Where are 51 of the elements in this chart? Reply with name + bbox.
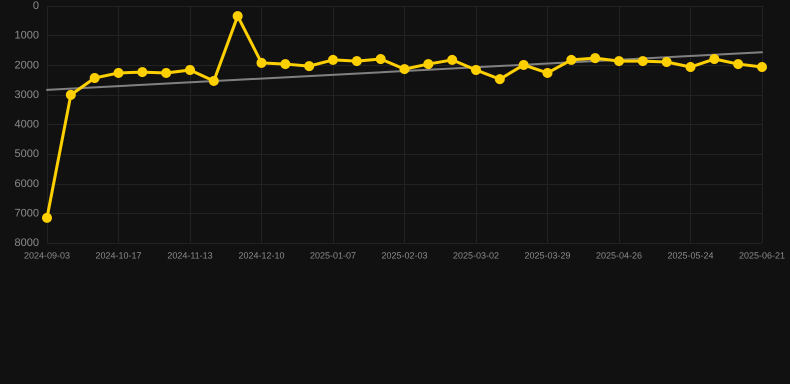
point — [90, 72, 100, 83]
x-tick-label: 2024-11-13 — [167, 250, 213, 260]
y-tick-label: 7000 — [14, 207, 39, 220]
y-tick-label: 4000 — [14, 118, 39, 130]
point — [423, 59, 434, 70]
point — [232, 11, 243, 22]
y-tick-label: 8000 — [14, 237, 39, 249]
x-tick-label: 2025-02-03 — [381, 250, 428, 260]
x-tick-label: 2024-09-03 — [24, 250, 70, 260]
y-tick-label: 3000 — [14, 88, 39, 101]
point — [376, 54, 386, 64]
y-tick-label: 0 — [32, 0, 39, 12]
x-tick-label: 2024-10-17 — [95, 250, 142, 260]
x-tick-label: 2025-03-02 — [452, 250, 500, 260]
point — [137, 67, 148, 78]
point — [614, 56, 624, 66]
point — [590, 53, 600, 64]
y-tick-label: 5000 — [14, 148, 39, 160]
point — [280, 59, 290, 70]
point — [494, 74, 505, 84]
point — [256, 58, 266, 68]
point — [638, 56, 648, 66]
point — [161, 68, 172, 78]
point — [518, 60, 529, 70]
x-tick-label: 2025-03-29 — [524, 250, 571, 260]
x-tick-label: 2025-04-26 — [596, 250, 642, 260]
y-tick-label: 6000 — [14, 178, 39, 190]
point — [66, 90, 76, 100]
point — [352, 56, 362, 66]
point — [566, 54, 576, 65]
point — [757, 62, 767, 72]
x-tick-label: 2025-05-24 — [667, 250, 714, 260]
point — [662, 56, 672, 67]
y-tick-label: 2000 — [14, 59, 39, 72]
point — [42, 212, 52, 223]
point — [686, 62, 696, 72]
x-tick-label: 2025-06-21 — [738, 250, 786, 260]
point — [185, 64, 195, 75]
point — [328, 54, 338, 65]
point — [471, 64, 481, 75]
point — [447, 54, 458, 65]
point — [542, 68, 552, 78]
point — [733, 59, 744, 70]
point — [709, 54, 720, 64]
point — [400, 64, 410, 74]
point — [304, 61, 314, 72]
y-tick-label: 1000 — [14, 30, 39, 42]
x-tick-label: 2025-01-07 — [310, 250, 356, 260]
point — [208, 76, 219, 86]
x-tick-label: 2024-12-10 — [238, 250, 285, 260]
point — [114, 68, 124, 78]
